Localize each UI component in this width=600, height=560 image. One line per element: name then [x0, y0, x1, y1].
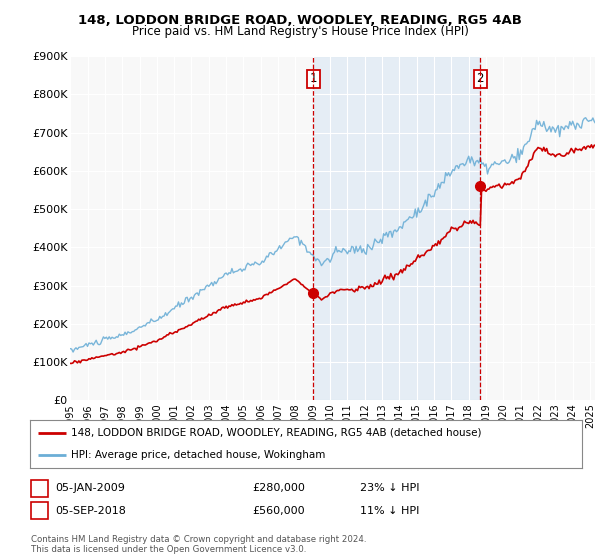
- Text: 1: 1: [36, 483, 43, 493]
- Text: 05-SEP-2018: 05-SEP-2018: [55, 506, 126, 516]
- Text: £560,000: £560,000: [252, 506, 305, 516]
- Text: 11% ↓ HPI: 11% ↓ HPI: [360, 506, 419, 516]
- Text: 148, LODDON BRIDGE ROAD, WOODLEY, READING, RG5 4AB (detached house): 148, LODDON BRIDGE ROAD, WOODLEY, READIN…: [71, 428, 482, 438]
- Text: Price paid vs. HM Land Registry's House Price Index (HPI): Price paid vs. HM Land Registry's House …: [131, 25, 469, 39]
- Text: 23% ↓ HPI: 23% ↓ HPI: [360, 483, 419, 493]
- Text: 2: 2: [476, 72, 484, 86]
- Text: 2: 2: [36, 506, 43, 516]
- Text: 05-JAN-2009: 05-JAN-2009: [55, 483, 125, 493]
- Text: 148, LODDON BRIDGE ROAD, WOODLEY, READING, RG5 4AB: 148, LODDON BRIDGE ROAD, WOODLEY, READIN…: [78, 14, 522, 27]
- Bar: [313, 56, 481, 400]
- Text: 1: 1: [310, 72, 317, 86]
- Text: £280,000: £280,000: [252, 483, 305, 493]
- Text: Contains HM Land Registry data © Crown copyright and database right 2024.
This d: Contains HM Land Registry data © Crown c…: [31, 535, 367, 554]
- Text: HPI: Average price, detached house, Wokingham: HPI: Average price, detached house, Woki…: [71, 450, 326, 460]
